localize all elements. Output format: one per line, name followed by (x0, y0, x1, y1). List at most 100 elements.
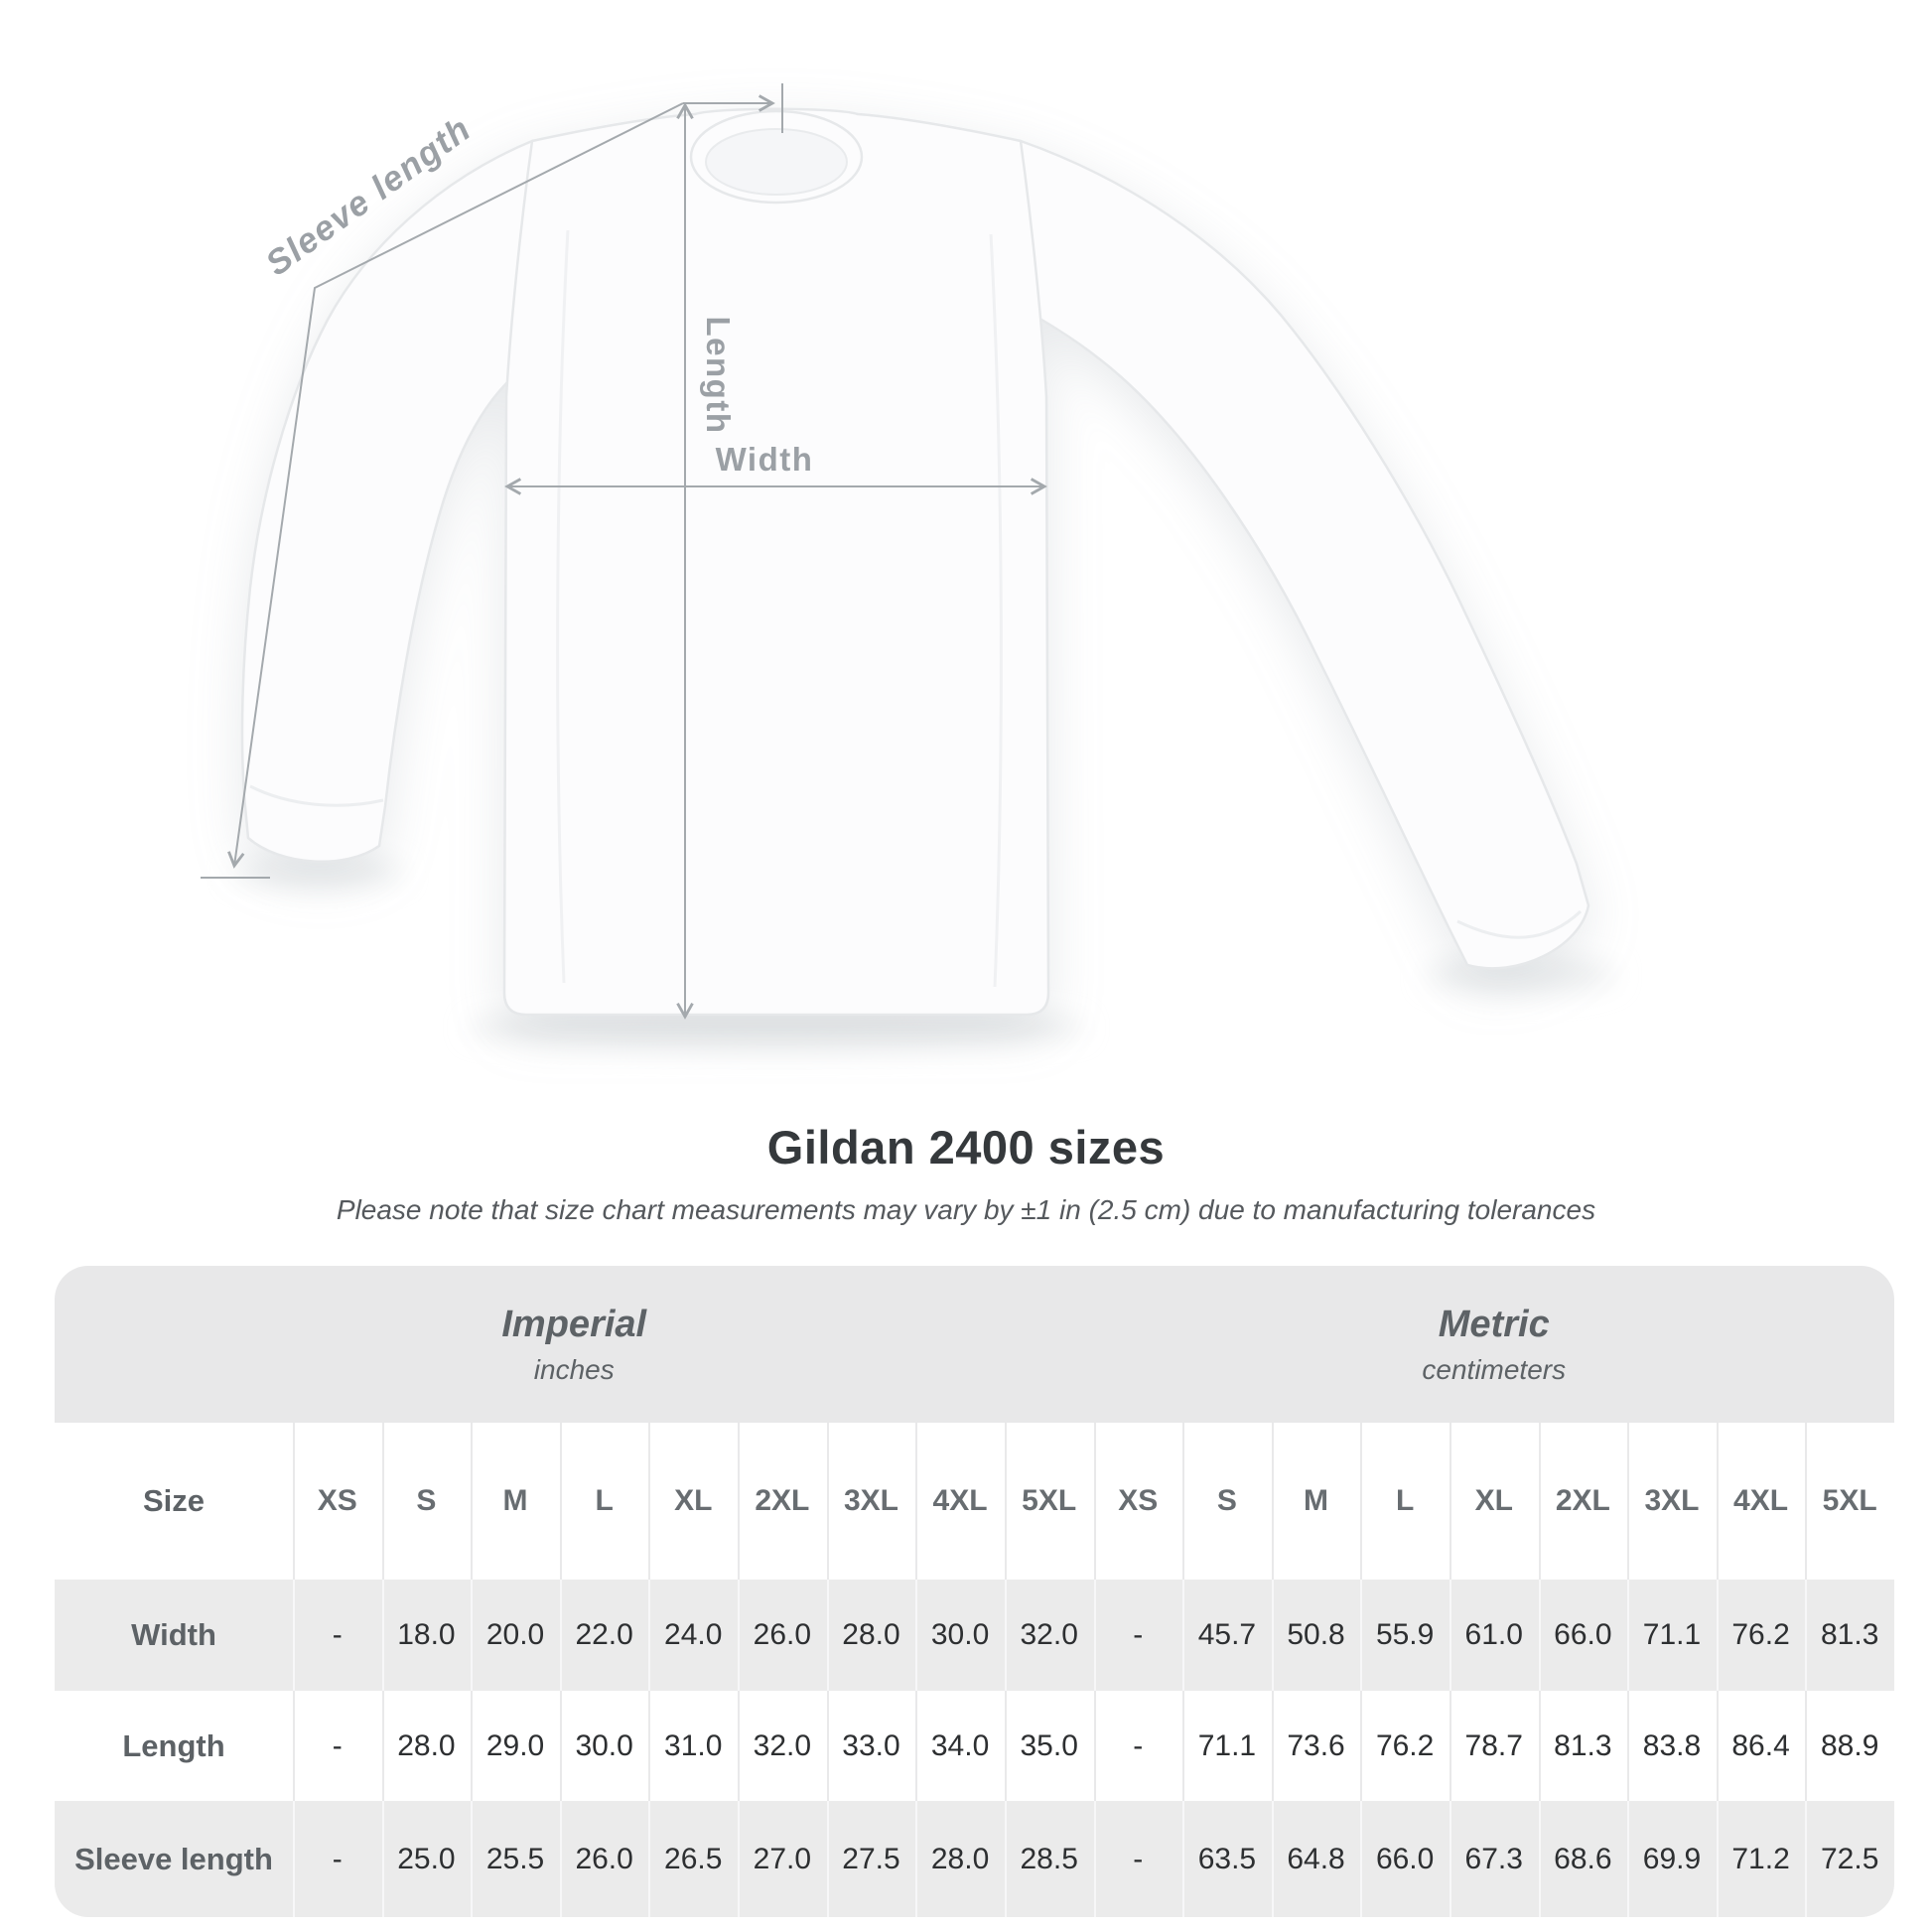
size-col-header: XS (1094, 1423, 1183, 1580)
table-cell: 26.0 (560, 1801, 649, 1917)
imperial-label: Imperial (501, 1303, 647, 1345)
table-cell: 18.0 (382, 1580, 472, 1691)
table-cell: 67.3 (1449, 1801, 1539, 1917)
size-header-row: Size XS S M L XL 2XL 3XL 4XL 5XL XS S M … (55, 1423, 1894, 1580)
table-cell: 71.1 (1627, 1580, 1717, 1691)
sleeve-measure-diagonal (227, 102, 684, 869)
shirt-collar-inner (705, 128, 848, 196)
page-subtitle: Please note that size chart measurements… (336, 1194, 1596, 1225)
table-cell: 81.3 (1805, 1580, 1894, 1691)
table-cell: 25.5 (471, 1801, 560, 1917)
table-cell: 86.4 (1717, 1691, 1806, 1801)
table-cell: 28.0 (915, 1801, 1005, 1917)
table-cell: 45.7 (1182, 1580, 1272, 1691)
size-column-label: Size (142, 1483, 206, 1518)
table-cell: - (293, 1691, 382, 1801)
table-cell: 28.0 (827, 1580, 916, 1691)
table-cell: 34.0 (915, 1691, 1005, 1801)
table-row-sleeve-length: Sleeve length - 25.0 25.5 26.0 26.5 27.0… (55, 1801, 1894, 1917)
table-cell: - (1094, 1580, 1183, 1691)
page-title: Gildan 2400 sizes (766, 1121, 1166, 1173)
table-row-width: Width - 18.0 20.0 22.0 24.0 26.0 28.0 30… (55, 1580, 1894, 1691)
table-cell: 61.0 (1449, 1580, 1539, 1691)
size-col-header: 5XL (1005, 1423, 1094, 1580)
size-col-header: S (382, 1423, 472, 1580)
table-cell: 81.3 (1539, 1691, 1628, 1801)
table-cell: 28.5 (1005, 1801, 1094, 1917)
size-col-header: XL (648, 1423, 738, 1580)
size-col-header: XL (1449, 1423, 1539, 1580)
table-cell: 24.0 (648, 1580, 738, 1691)
table-cell: 55.9 (1360, 1580, 1449, 1691)
metric-unit-label: centimeters (1422, 1353, 1567, 1385)
table-cell: 27.0 (738, 1801, 827, 1917)
table-cell: 31.0 (648, 1691, 738, 1801)
table-cell: 20.0 (471, 1580, 560, 1691)
table-cell: 88.9 (1805, 1691, 1894, 1801)
size-col-header: 3XL (827, 1423, 916, 1580)
size-col-header: 3XL (1627, 1423, 1717, 1580)
table-cell: 50.8 (1272, 1580, 1361, 1691)
table-cell: 25.0 (382, 1801, 472, 1917)
size-col-header: 2XL (1539, 1423, 1628, 1580)
size-col-header: 4XL (1717, 1423, 1806, 1580)
table-cell: 28.0 (382, 1691, 472, 1801)
table-cell: 78.7 (1449, 1691, 1539, 1801)
table-row-length: Length - 28.0 29.0 30.0 31.0 32.0 33.0 3… (55, 1691, 1894, 1801)
row-label: Sleeve length (74, 1841, 273, 1876)
measurement-annotations (201, 83, 1047, 1020)
table-cell: 69.9 (1627, 1801, 1717, 1917)
shirt-body (502, 107, 1050, 1017)
table-cell: 30.0 (560, 1691, 649, 1801)
table-cell: 72.5 (1805, 1801, 1894, 1917)
table-cell: 26.0 (738, 1580, 827, 1691)
table-cell: 68.6 (1539, 1801, 1628, 1917)
table-cell: 29.0 (471, 1691, 560, 1801)
table-cell: 73.6 (1272, 1691, 1361, 1801)
table-cell: 71.1 (1182, 1691, 1272, 1801)
size-col-header: S (1182, 1423, 1272, 1580)
table-cell: - (1094, 1801, 1183, 1917)
table-cell: 30.0 (915, 1580, 1005, 1691)
size-col-header: 4XL (915, 1423, 1005, 1580)
shirt-diagram: Sleeve length Length Width (201, 83, 1615, 1047)
size-col-header: 2XL (738, 1423, 827, 1580)
table-cell: 26.5 (648, 1801, 738, 1917)
unit-group-metric: Metric centimeters (1094, 1266, 1895, 1423)
row-label: Length (122, 1727, 225, 1763)
table-cell: 32.0 (738, 1691, 827, 1801)
size-col-header: L (560, 1423, 649, 1580)
row-label: Width (131, 1617, 216, 1652)
size-col-header: M (1272, 1423, 1361, 1580)
shirt-shadow (233, 856, 1615, 1047)
size-col-header: L (1360, 1423, 1449, 1580)
length-label: Length (700, 317, 737, 435)
table-cell: - (293, 1801, 382, 1917)
table-cell: 76.2 (1360, 1691, 1449, 1801)
imperial-unit-label: inches (533, 1353, 615, 1385)
table-cell: 22.0 (560, 1580, 649, 1691)
table-cell: 83.8 (1627, 1691, 1717, 1801)
width-label: Width (716, 441, 814, 478)
unit-header-band: Imperial inches Metric centimeters (55, 1266, 1894, 1423)
table-cell: 32.0 (1005, 1580, 1094, 1691)
table-cell: 64.8 (1272, 1801, 1361, 1917)
table-cell: 33.0 (827, 1691, 916, 1801)
table-cell: 66.0 (1360, 1801, 1449, 1917)
table-cell: 27.5 (827, 1801, 916, 1917)
table-cell: - (1094, 1691, 1183, 1801)
table-cell: - (293, 1580, 382, 1691)
unit-group-imperial: Imperial inches (55, 1266, 1094, 1423)
table-cell: 71.2 (1717, 1801, 1806, 1917)
size-col-header: XS (293, 1423, 382, 1580)
shirt-right-sleeve (1019, 139, 1590, 970)
table-cell: 63.5 (1182, 1801, 1272, 1917)
size-col-header: M (471, 1423, 560, 1580)
table-cell: 76.2 (1717, 1580, 1806, 1691)
title-block: Gildan 2400 sizes Please note that size … (0, 1120, 1932, 1226)
table-cell: 66.0 (1539, 1580, 1628, 1691)
metric-label: Metric (1438, 1303, 1550, 1345)
table-cell: 35.0 (1005, 1691, 1094, 1801)
size-table: Imperial inches Metric centimeters Size … (55, 1266, 1894, 1917)
size-col-header: 5XL (1805, 1423, 1894, 1580)
